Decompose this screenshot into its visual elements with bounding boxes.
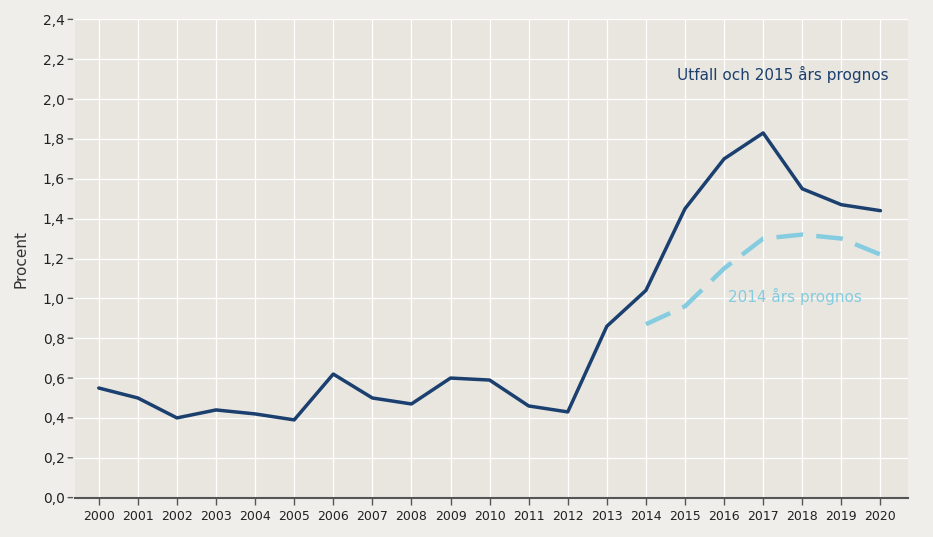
Text: 2014 års prognos: 2014 års prognos <box>728 288 862 306</box>
Y-axis label: Procent: Procent <box>14 229 29 287</box>
Text: Utfall och 2015 års prognos: Utfall och 2015 års prognos <box>677 66 889 83</box>
